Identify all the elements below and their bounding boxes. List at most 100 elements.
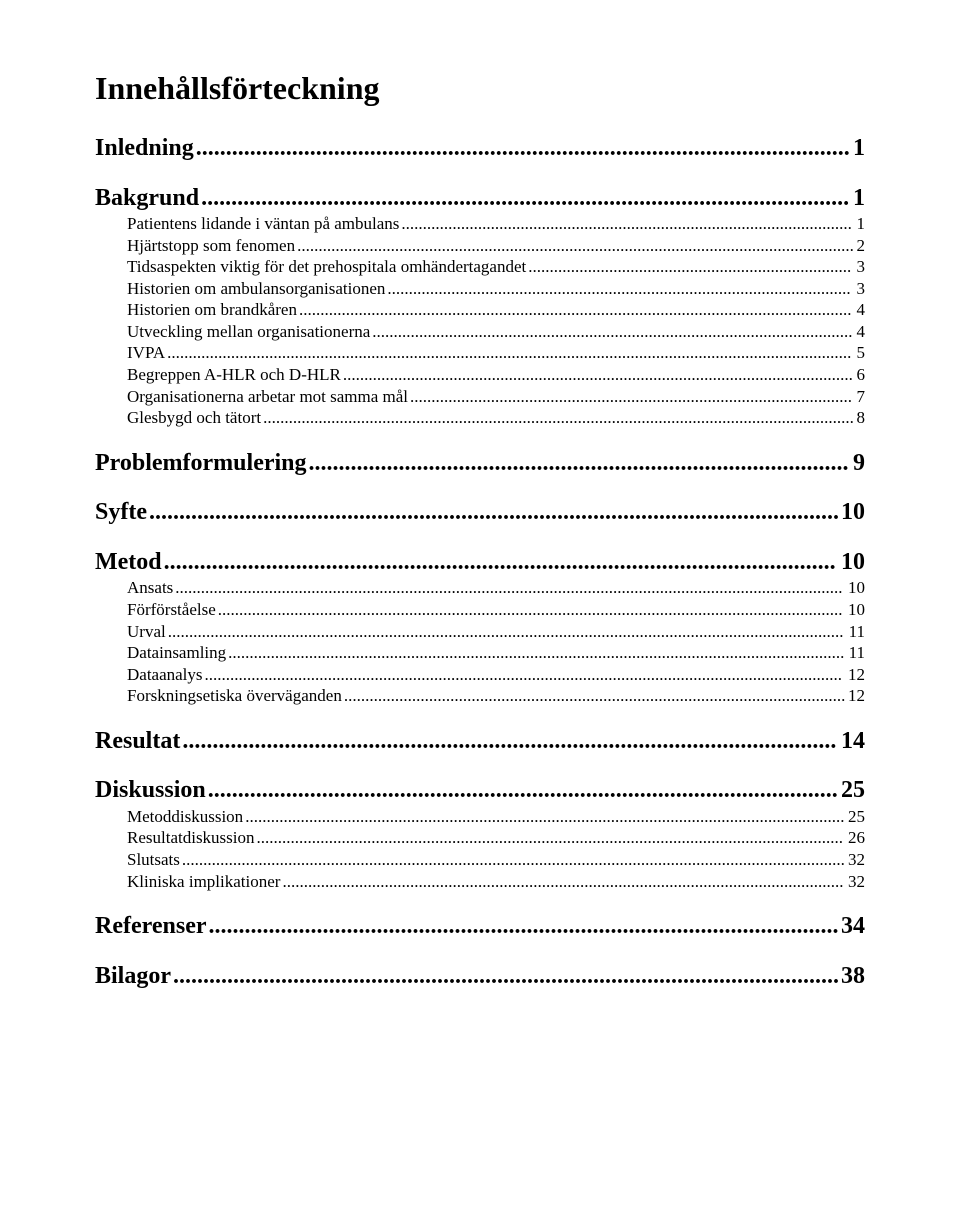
toc-leader: ........................................… (299, 300, 855, 320)
toc-sub-label: Glesbygd och tätort (127, 408, 261, 428)
toc-section-label: Diskussion (95, 777, 206, 805)
toc-leader: ........................................… (218, 600, 846, 620)
toc-section-label: Resultat (95, 728, 180, 756)
toc-sub-label: Begreppen A-HLR och D-HLR (127, 365, 341, 385)
toc-sub-row: Patientens lidande i väntan på ambulans … (127, 214, 865, 234)
toc-sub-label: Organisationerna arbetar mot samma mål (127, 387, 408, 407)
toc-sub-row: Metoddiskussion ........................… (127, 807, 865, 827)
toc-sub-page: 8 (857, 408, 866, 428)
toc-sub-page: 26 (848, 828, 865, 848)
toc-sub-row: Tidsaspekten viktig för det prehospitala… (127, 257, 865, 277)
toc-section-row: Problemformulering .....................… (95, 450, 865, 478)
toc-sub-page: 5 (857, 343, 866, 363)
toc-section-label: Inledning (95, 135, 194, 163)
toc-section-row: Metod ..................................… (95, 549, 865, 577)
toc-leader: ........................................… (263, 408, 854, 428)
toc-sub-page: 25 (848, 807, 865, 827)
toc-leader: ........................................… (201, 185, 851, 213)
toc-sub-row: Ansats .................................… (127, 578, 865, 598)
toc-leader: ........................................… (245, 807, 846, 827)
toc-sub-label: Patientens lidande i väntan på ambulans (127, 214, 399, 234)
toc-section-page: 14 (841, 728, 865, 756)
toc-sub-page: 32 (848, 850, 865, 870)
toc-sub-label: Kliniska implikationer (127, 872, 280, 892)
toc-leader: ........................................… (228, 643, 846, 663)
toc-sub-label: Forskningsetiska överväganden (127, 686, 342, 706)
toc-leader: ........................................… (182, 728, 839, 756)
toc-section-page: 38 (841, 963, 865, 991)
toc-sub-label: Historien om brandkåren (127, 300, 297, 320)
toc-section-label: Bilagor (95, 963, 171, 991)
toc-section-page: 10 (841, 549, 865, 577)
toc-sub-label: Tidsaspekten viktig för det prehospitala… (127, 257, 526, 277)
toc-sub-label: Ansats (127, 578, 173, 598)
toc-section-label: Metod (95, 549, 162, 577)
toc-sub-label: Resultatdiskussion (127, 828, 255, 848)
toc-sub-label: Förförståelse (127, 600, 216, 620)
toc-sub-row: Hjärtstopp som fenomen .................… (127, 236, 865, 256)
toc-leader: ........................................… (297, 236, 854, 256)
toc-leader: ........................................… (343, 365, 855, 385)
toc-sub-page: 3 (857, 257, 866, 277)
toc-section-row: Resultat ...............................… (95, 728, 865, 756)
toc-section-page: 9 (853, 450, 865, 478)
toc-sub-page: 11 (849, 643, 865, 663)
toc-section-row: Diskussion .............................… (95, 777, 865, 805)
toc-sub-label: Historien om ambulansorganisationen (127, 279, 385, 299)
toc-section-row: Inledning ..............................… (95, 135, 865, 163)
toc-leader: ........................................… (257, 828, 846, 848)
toc-leader: ........................................… (175, 578, 846, 598)
toc-sub-page: 12 (848, 686, 865, 706)
toc-sub-label: Utveckling mellan organisationerna (127, 322, 370, 342)
toc-sub-row: Slutsats ...............................… (127, 850, 865, 870)
toc-leader: ........................................… (282, 872, 846, 892)
toc-section-label: Bakgrund (95, 185, 199, 213)
toc-sub-row: Dataanalys .............................… (127, 665, 865, 685)
toc-leader: ........................................… (208, 777, 839, 805)
toc-leader: ........................................… (182, 850, 846, 870)
toc-sub-page: 4 (857, 322, 866, 342)
toc-section-row: Syfte ..................................… (95, 499, 865, 527)
toc-section-page: 10 (841, 499, 865, 527)
toc-sub-row: Förförståelse ..........................… (127, 600, 865, 620)
toc-sub-label: Urval (127, 622, 166, 642)
toc-sub-page: 11 (849, 622, 865, 642)
toc-section-label: Problemformulering (95, 450, 307, 478)
toc-leader: ........................................… (205, 665, 846, 685)
toc-sub-page: 1 (857, 214, 866, 234)
toc-sub-row: Historien om brandkåren ................… (127, 300, 865, 320)
toc-sub-page: 3 (857, 279, 866, 299)
toc-leader: ........................................… (173, 963, 839, 991)
toc-leader: ........................................… (209, 913, 840, 941)
toc-section-page: 1 (853, 135, 865, 163)
toc-title: Innehållsförteckning (95, 70, 865, 107)
toc-leader: ........................................… (149, 499, 839, 527)
toc-sub-page: 4 (857, 300, 866, 320)
toc-section-page: 25 (841, 777, 865, 805)
toc-sub-page: 7 (857, 387, 866, 407)
toc-sub-row: Organisationerna arbetar mot samma mål .… (127, 387, 865, 407)
toc-section-page: 1 (853, 185, 865, 213)
toc-leader: ........................................… (168, 622, 847, 642)
toc-section-label: Referenser (95, 913, 207, 941)
toc-leader: ........................................… (167, 343, 854, 363)
toc-sub-label: Dataanalys (127, 665, 203, 685)
toc-sub-page: 32 (848, 872, 865, 892)
toc-sub-label: IVPA (127, 343, 165, 363)
toc-section-row: Referenser .............................… (95, 913, 865, 941)
toc-sub-label: Hjärtstopp som fenomen (127, 236, 295, 256)
toc-sub-page: 10 (848, 578, 865, 598)
toc-leader: ........................................… (401, 214, 854, 234)
toc-sub-label: Metoddiskussion (127, 807, 243, 827)
toc-sub-row: Kliniska implikationer .................… (127, 872, 865, 892)
toc-sub-row: IVPA ...................................… (127, 343, 865, 363)
toc-leader: ........................................… (528, 257, 854, 277)
toc-section-page: 34 (841, 913, 865, 941)
page: Innehållsförteckning Inledning .........… (0, 0, 960, 1231)
toc-leader: ........................................… (309, 450, 851, 478)
toc-leader: ........................................… (387, 279, 854, 299)
toc-sub-row: Begreppen A-HLR och D-HLR ..............… (127, 365, 865, 385)
toc-sub-row: Forskningsetiska överväganden ..........… (127, 686, 865, 706)
toc-sub-row: Glesbygd och tätort ....................… (127, 408, 865, 428)
toc-sub-row: Historien om ambulansorganisationen ....… (127, 279, 865, 299)
